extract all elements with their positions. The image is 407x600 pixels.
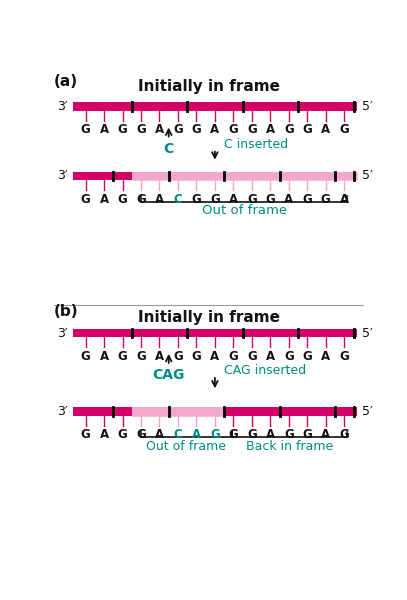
Text: G: G: [247, 428, 257, 441]
Bar: [132, 172, 357, 180]
Text: A: A: [266, 428, 275, 441]
Text: G: G: [192, 193, 201, 206]
Text: Back in frame: Back in frame: [246, 440, 333, 453]
Text: G: G: [136, 123, 146, 136]
Text: G: G: [247, 123, 257, 136]
Text: G: G: [192, 350, 201, 362]
Text: G: G: [339, 350, 349, 362]
Text: G: G: [302, 350, 312, 362]
Text: Initially in frame: Initially in frame: [138, 79, 280, 94]
Text: G: G: [118, 350, 127, 362]
Bar: [73, 103, 357, 111]
Text: C inserted: C inserted: [224, 137, 289, 151]
Text: G: G: [210, 428, 220, 441]
Text: G: G: [210, 193, 220, 206]
Text: G: G: [284, 350, 294, 362]
Text: G: G: [228, 350, 238, 362]
Bar: [132, 407, 224, 416]
Text: G: G: [81, 123, 90, 136]
Text: A: A: [229, 193, 238, 206]
Text: G: G: [339, 123, 349, 136]
Text: A: A: [155, 350, 164, 362]
Text: G: G: [284, 123, 294, 136]
Text: G: G: [136, 193, 146, 206]
Text: G: G: [302, 193, 312, 206]
Text: 3′: 3′: [57, 169, 68, 182]
Text: A: A: [155, 123, 164, 136]
Text: G: G: [247, 350, 257, 362]
Text: 3′: 3′: [57, 100, 68, 113]
Text: CAG inserted: CAG inserted: [224, 364, 306, 377]
Bar: [73, 407, 132, 416]
Text: A: A: [99, 350, 109, 362]
Text: A: A: [321, 428, 330, 441]
Text: A: A: [192, 428, 201, 441]
Text: G: G: [265, 193, 275, 206]
Text: A: A: [284, 193, 293, 206]
Text: A: A: [210, 123, 219, 136]
Text: 5′: 5′: [361, 326, 372, 340]
Text: C: C: [164, 142, 174, 156]
Text: G: G: [81, 428, 90, 441]
Text: C: C: [173, 428, 182, 441]
Bar: [73, 172, 132, 180]
Text: G: G: [136, 350, 146, 362]
Text: A: A: [321, 123, 330, 136]
Text: A: A: [266, 350, 275, 362]
Text: A: A: [155, 428, 164, 441]
Text: A: A: [99, 428, 109, 441]
Text: G: G: [228, 123, 238, 136]
Text: G: G: [321, 193, 330, 206]
Text: G: G: [136, 428, 146, 441]
Text: A: A: [321, 350, 330, 362]
Text: CAG: CAG: [153, 368, 185, 382]
Text: G: G: [173, 123, 183, 136]
Bar: [132, 407, 224, 416]
Text: G: G: [81, 350, 90, 362]
Text: 5′: 5′: [361, 100, 372, 113]
Text: 5′: 5′: [361, 169, 372, 182]
Text: G: G: [118, 428, 127, 441]
Text: A: A: [340, 193, 349, 206]
Text: G: G: [192, 123, 201, 136]
Text: 3′: 3′: [57, 405, 68, 418]
Text: G: G: [118, 193, 127, 206]
Text: A: A: [266, 123, 275, 136]
Text: Initially in frame: Initially in frame: [138, 310, 280, 325]
Text: G: G: [247, 193, 257, 206]
Text: Out of frame: Out of frame: [201, 204, 287, 217]
Text: G: G: [173, 350, 183, 362]
Bar: [224, 407, 357, 416]
Text: G: G: [228, 428, 238, 441]
Text: A: A: [99, 123, 109, 136]
Bar: [73, 329, 357, 337]
Text: 5′: 5′: [361, 405, 372, 418]
Text: G: G: [81, 193, 90, 206]
Text: A: A: [99, 193, 109, 206]
Text: A: A: [155, 193, 164, 206]
Text: (b): (b): [54, 304, 79, 319]
Text: C: C: [173, 193, 182, 206]
Text: G: G: [339, 428, 349, 441]
Text: G: G: [302, 123, 312, 136]
Text: 3′: 3′: [57, 326, 68, 340]
Text: G: G: [284, 428, 294, 441]
Text: G: G: [118, 123, 127, 136]
Bar: [132, 172, 357, 180]
Text: A: A: [210, 350, 219, 362]
Text: Out of frame: Out of frame: [147, 440, 226, 453]
Text: (a): (a): [54, 74, 78, 89]
Text: G: G: [302, 428, 312, 441]
